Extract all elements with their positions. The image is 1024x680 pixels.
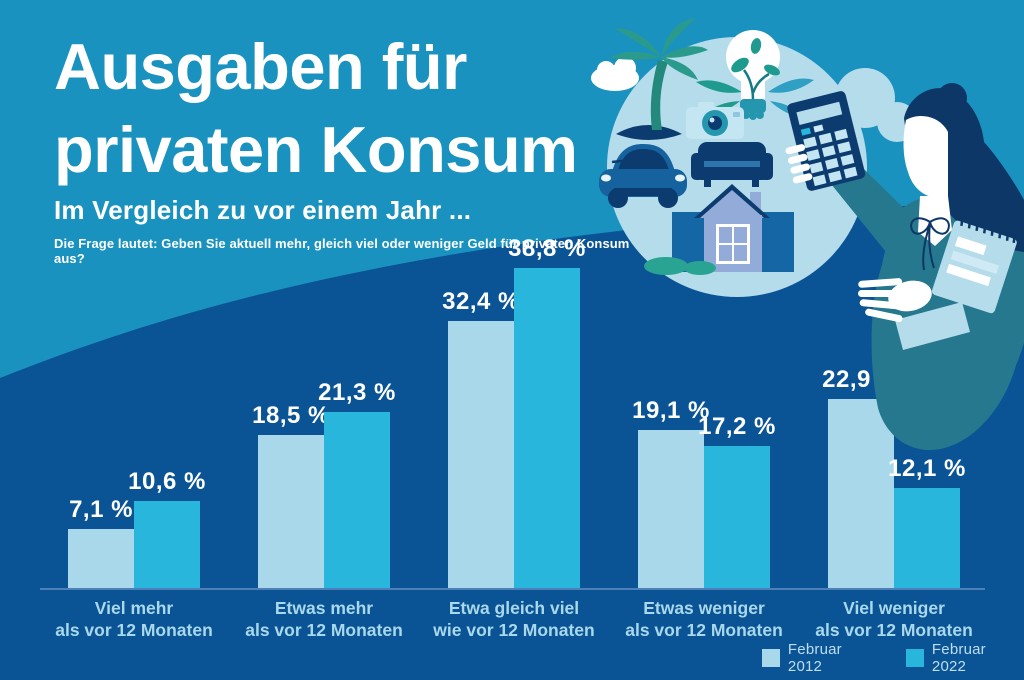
palm-tree-icon [610, 18, 708, 140]
bar-wrap: 32,4 % [442, 288, 519, 588]
woman-figure [785, 83, 1024, 450]
legend-swatch [906, 649, 924, 667]
subtitle: Im Vergleich zu vor einem Jahr ... [54, 195, 472, 226]
bar-februar-2022: 38,8 % [508, 235, 585, 588]
bar-februar-2022: 17,2 % [698, 413, 775, 588]
bar-wrap: 38,8 % [508, 235, 585, 588]
bar-februar-2012: 19,1 % [632, 397, 709, 588]
x-axis-line [40, 588, 985, 590]
bar-value-label: 19,1 % [632, 397, 710, 425]
bar-value-label: 17,2 % [698, 413, 776, 441]
legend-item: Februar 2022 [906, 641, 1024, 675]
bar-wrap: 21,3 % [318, 379, 395, 588]
woman-hand-open [858, 278, 932, 323]
survey-question: Die Frage lautet: Geben Sie aktuell mehr… [54, 236, 630, 267]
legend-swatch [762, 649, 780, 667]
category-label: Etwa gleich viel wie vor 12 Monaten [433, 598, 595, 641]
category-label: Viel weniger als vor 12 Monaten [815, 598, 973, 641]
page-title-line1: Ausgaben für [54, 30, 467, 103]
camera-icon [686, 102, 744, 139]
neck-bow-icon [910, 217, 950, 271]
bar-value-label: 32,4 % [442, 287, 520, 315]
bar-group: 19,1 % 17,2 % Etwas weniger als vor 12 Mona… [625, 397, 783, 640]
bar-februar-2022: 21,3 % [318, 379, 395, 588]
car-icon [599, 144, 687, 208]
bar-wrap: 10,6 % [128, 468, 205, 588]
notepad-icon [931, 215, 1017, 314]
bar-wrap: 7,1 % [68, 496, 134, 588]
legend: Februar 2012 Februar 2022 [762, 641, 1024, 675]
bar-wrap: 12,1 % [888, 455, 965, 588]
bar-group: 7,1 % 10,6 % Viel mehr als vor 12 Monaten [55, 468, 213, 641]
header: Ausgaben für privaten Konsum Im Vergleic… [54, 26, 654, 266]
bar-value-label: 7,1 % [69, 496, 133, 524]
woman-face [903, 116, 948, 198]
bar-wrap: 17,2 % [698, 413, 775, 588]
consumption-illustration [591, 18, 1024, 450]
legend-label: Februar 2012 [787, 641, 842, 675]
bar-group: 32,4 % 38,8 % Etwa gleich viel wie vor 12 M… [433, 235, 594, 640]
bar-februar-2012: 22,9 % [822, 366, 899, 588]
house-icon [644, 184, 794, 275]
bar-value-label: 21,3 % [318, 379, 396, 407]
woman-hand-grip [785, 144, 813, 184]
bar-group: 22,9 % 12,1 % Viel weniger als vor 12 Monat… [815, 366, 973, 640]
bar-wrap: 19,1 % [632, 397, 709, 588]
legend-label: Februar 2022 [931, 641, 986, 675]
bar-value-label: 38,8 % [508, 234, 586, 262]
bar-wrap: 18,5 % [252, 402, 329, 588]
bar-februar-2012: 32,4 % [442, 288, 519, 588]
hair-bun-icon [937, 83, 967, 113]
bar-value-label: 12,1 % [888, 455, 966, 483]
sofa-icon [691, 142, 773, 187]
paper-icon [895, 302, 970, 350]
page-title: Ausgaben für privaten Konsum [54, 26, 654, 191]
bar-group: 18,5 % 21,3 % Etwas mehr als vor 12 Monaten [245, 379, 403, 640]
bar-februar-2012: 7,1 % [68, 496, 134, 588]
calculator-icon [785, 91, 866, 191]
category-label: Etwas mehr als vor 12 Monaten [245, 598, 403, 641]
bar-februar-2012: 18,5 % [252, 402, 329, 588]
page-title-line2: privaten Konsum [54, 112, 578, 186]
bar-value-label: 10,6 % [128, 467, 206, 495]
bar-wrap: 22,9 % [822, 366, 899, 588]
bar-februar-2022: 10,6 % [128, 468, 205, 588]
category-label: Etwas weniger als vor 12 Monaten [625, 598, 783, 641]
bar-februar-2022: 12,1 % [888, 455, 965, 588]
bar-value-label: 18,5 % [252, 402, 330, 430]
cloud-icon [591, 57, 639, 91]
category-label: Viel mehr als vor 12 Monaten [55, 598, 213, 641]
legend-item: Februar 2012 [762, 641, 880, 675]
